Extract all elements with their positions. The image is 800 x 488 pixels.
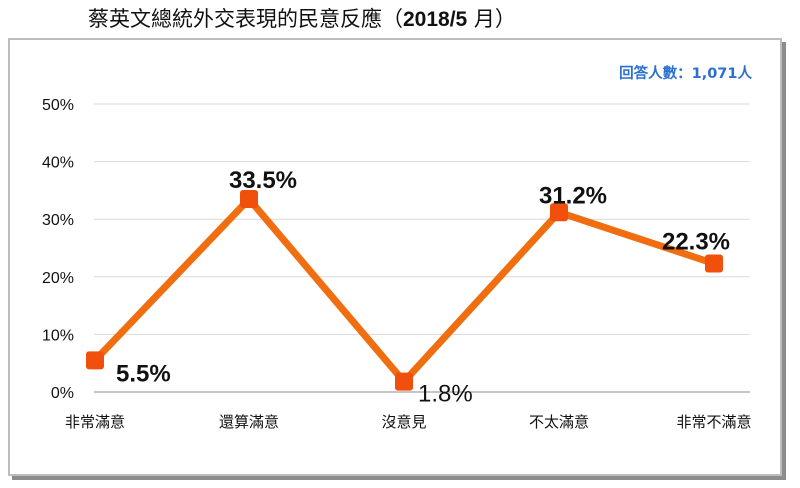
data-point-marker [395, 372, 413, 391]
y-tick-label: 50% [42, 97, 74, 114]
series-line [91, 195, 718, 386]
x-category-label: 不太滿意 [529, 413, 589, 431]
y-tick-label: 40% [42, 155, 74, 172]
title-month: 月 [467, 7, 495, 31]
x-category-label: 非常滿意 [65, 413, 125, 431]
chart-title: 蔡英文總統外交表現的民意反應（2018/5 月） [88, 4, 516, 34]
title-period: 2018/5 [403, 8, 468, 31]
data-label: 5.5% [116, 360, 171, 387]
data-labels: 5.5% 33.5% 1.8% 31.2% 22.3% [116, 167, 730, 408]
y-tick-label: 0% [51, 385, 74, 402]
x-category-label: 還算滿意 [219, 413, 279, 431]
data-label: 22.3% [662, 229, 730, 256]
x-category-label: 沒意見 [381, 413, 426, 431]
respondents-note: 回答人數：1,071人 [619, 66, 752, 82]
data-label: 31.2% [539, 182, 607, 209]
x-category-label: 非常不滿意 [676, 413, 751, 431]
x-axis-categories: 非常滿意 還算滿意 沒意見 不太滿意 非常不滿意 [65, 413, 752, 431]
y-tick-label: 20% [42, 270, 74, 287]
data-markers [86, 190, 723, 391]
title-text: 蔡英文總統外交表現的民意反應 [88, 7, 382, 31]
data-point-marker [86, 351, 104, 370]
data-point-marker [240, 190, 258, 209]
chart-frame [8, 38, 782, 476]
y-tick-label: 30% [42, 212, 74, 229]
gridlines [94, 103, 750, 335]
y-tick-label: 10% [42, 327, 74, 344]
title-paren-open: （ [382, 7, 403, 31]
title-paren-close: ） [494, 7, 516, 31]
data-point-marker [705, 254, 723, 273]
data-label: 33.5% [229, 167, 297, 194]
data-point-marker [550, 203, 568, 222]
y-axis-ticks: 0% 10% 20% 30% 40% 50% [42, 97, 74, 402]
data-label: 1.8% [418, 381, 473, 408]
